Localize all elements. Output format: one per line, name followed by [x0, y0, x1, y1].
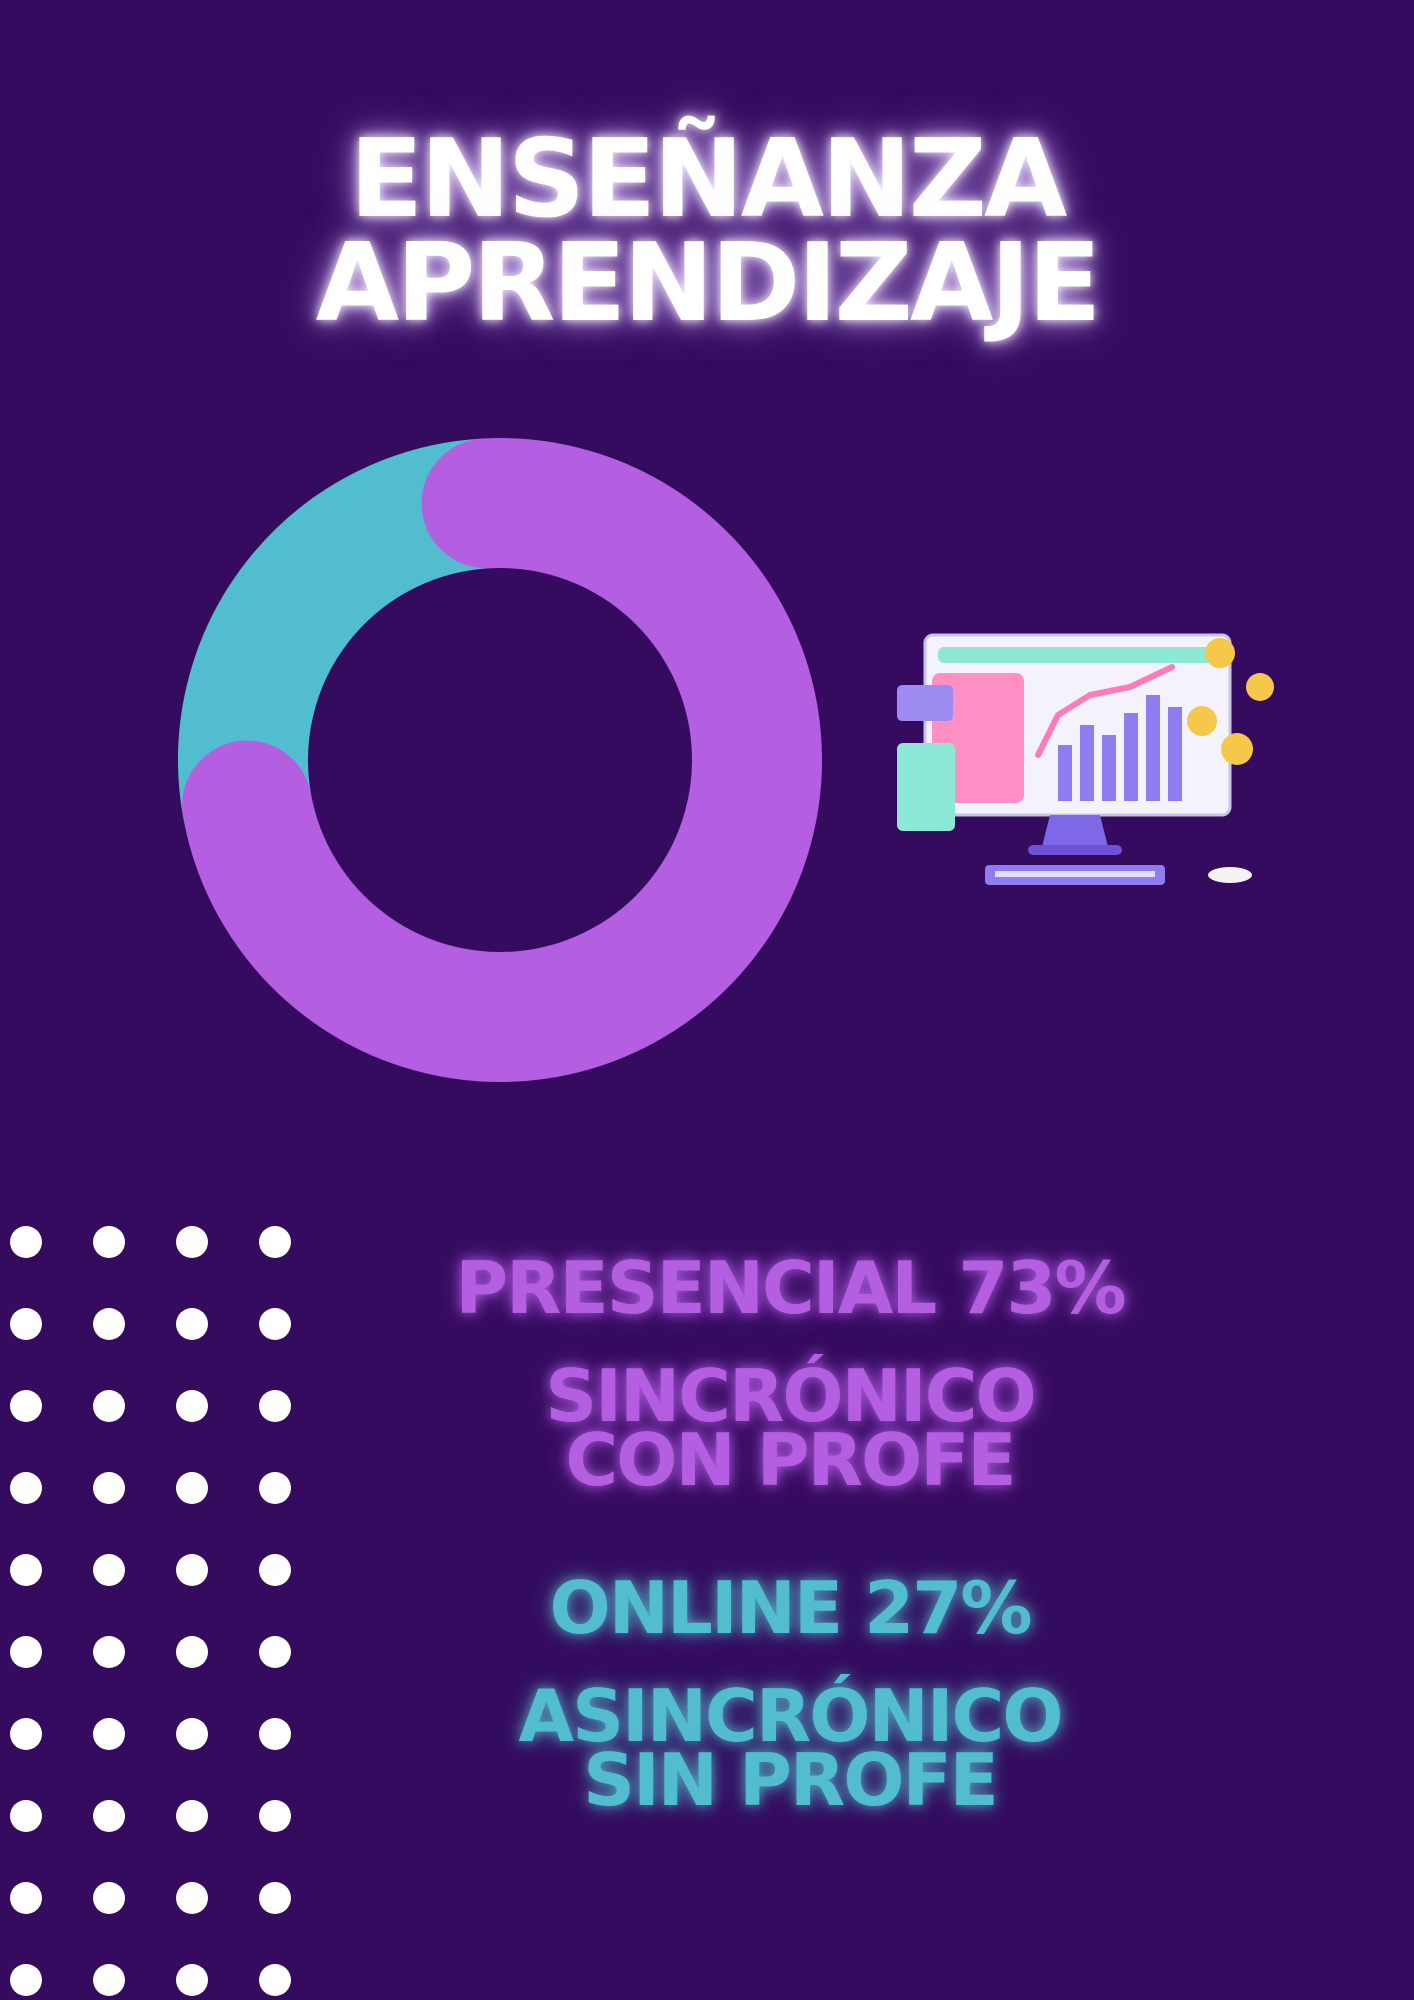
decorative-dot: [176, 1472, 208, 1504]
legend-presencial-label: PRESENCIAL 73%: [455, 1246, 1126, 1330]
title-line-2: APRENDIZAJE: [315, 221, 1102, 346]
decorative-dot: [176, 1226, 208, 1258]
donut-slice-presencial: [182, 438, 822, 1082]
decorative-dot: [259, 1964, 291, 1996]
legend-presencial-desc-1: SINCRÓNICO: [545, 1354, 1036, 1438]
decorative-dot: [259, 1718, 291, 1750]
decorative-dot: [10, 1308, 42, 1340]
decorative-dot: [259, 1308, 291, 1340]
decorative-dot: [259, 1882, 291, 1914]
decorative-dot: [93, 1800, 125, 1832]
legend-online-label: ONLINE 27%: [549, 1566, 1033, 1650]
decorative-dot: [259, 1472, 291, 1504]
decorative-dot: [176, 1636, 208, 1668]
legend-presencial: PRESENCIAL 73% SINCRÓNICO CON PROFE: [440, 1248, 1140, 1500]
decorative-dot: [93, 1882, 125, 1914]
decorative-dot: [259, 1554, 291, 1586]
decorative-dot: [10, 1800, 42, 1832]
decorative-dot: [10, 1964, 42, 1996]
decorative-dot: [259, 1800, 291, 1832]
decorative-dot: [176, 1554, 208, 1586]
legend-presencial-desc-2: CON PROFE: [565, 1418, 1016, 1502]
decorative-dot: [10, 1390, 42, 1422]
decorative-dot: [259, 1636, 291, 1668]
decorative-dot: [10, 1472, 42, 1504]
decorative-dot: [10, 1718, 42, 1750]
decorative-dot: [176, 1390, 208, 1422]
computer-analytics-icon: [897, 633, 1274, 885]
page-title: ENSEÑANZA APRENDIZAJE: [0, 117, 1414, 346]
decorative-dot: [10, 1636, 42, 1668]
decorative-dot: [259, 1226, 291, 1258]
decorative-dot: [93, 1472, 125, 1504]
donut-chart: [178, 438, 822, 1082]
decorative-dot: [93, 1554, 125, 1586]
decorative-dot: [10, 1226, 42, 1258]
decorative-dot: [93, 1636, 125, 1668]
decorative-dot: [93, 1964, 125, 1996]
dot-pattern: [10, 1226, 291, 1996]
decorative-dot: [176, 1964, 208, 1996]
decorative-dot: [176, 1308, 208, 1340]
legend-online-desc-2: SIN PROFE: [583, 1738, 999, 1822]
decorative-dot: [10, 1554, 42, 1586]
legend-online-desc-1: ASINCRÓNICO: [518, 1674, 1063, 1758]
decorative-dot: [93, 1308, 125, 1340]
decorative-dot: [176, 1800, 208, 1832]
decorative-dot: [93, 1390, 125, 1422]
decorative-dot: [176, 1718, 208, 1750]
decorative-dot: [93, 1226, 125, 1258]
decorative-dot: [93, 1718, 125, 1750]
decorative-dot: [176, 1882, 208, 1914]
decorative-dot: [10, 1882, 42, 1914]
legend-online: ONLINE 27% ASINCRÓNICO SIN PROFE: [440, 1568, 1140, 1820]
title-line-1: ENSEÑANZA: [349, 117, 1068, 242]
decorative-dot: [259, 1390, 291, 1422]
